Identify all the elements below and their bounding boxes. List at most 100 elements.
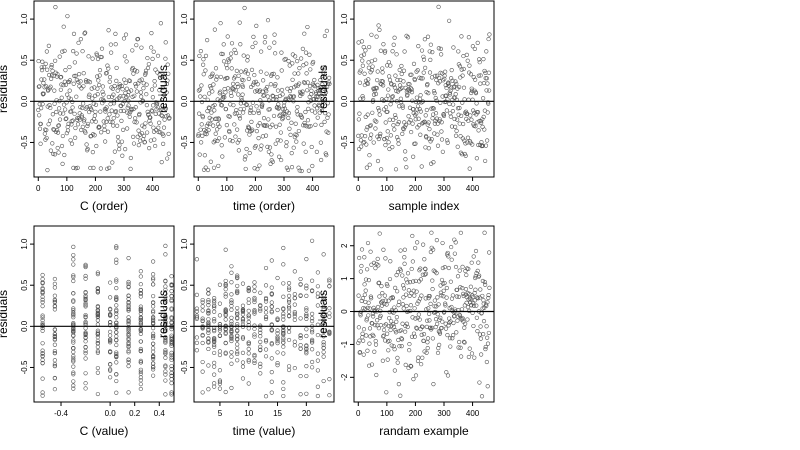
data-point	[360, 94, 365, 99]
data-point	[485, 341, 491, 346]
data-point	[271, 113, 277, 119]
data-point	[289, 120, 294, 125]
data-point	[384, 302, 389, 307]
data-point	[213, 66, 219, 71]
data-point	[206, 320, 211, 326]
data-point	[231, 103, 236, 108]
data-point	[52, 351, 57, 356]
data-point	[95, 330, 100, 335]
data-point	[163, 106, 169, 111]
data-point	[297, 81, 302, 86]
data-point	[482, 230, 487, 235]
data-point	[112, 149, 117, 154]
data-point	[409, 334, 415, 339]
data-point	[480, 278, 485, 284]
data-point	[223, 389, 228, 395]
data-point	[356, 133, 361, 138]
data-point	[290, 52, 295, 57]
data-point	[151, 354, 156, 359]
data-point	[45, 168, 50, 173]
data-point	[362, 139, 367, 145]
data-point	[387, 276, 393, 282]
data-point	[428, 57, 433, 62]
data-point	[70, 118, 75, 123]
data-point	[356, 293, 361, 298]
data-point	[138, 311, 143, 316]
data-point	[138, 375, 143, 380]
data-point	[235, 273, 240, 278]
data-point	[273, 82, 278, 87]
data-point	[321, 345, 326, 351]
data-point	[51, 151, 56, 157]
data-point	[396, 382, 401, 387]
data-point	[400, 273, 405, 278]
data-point	[120, 153, 125, 158]
data-point	[49, 76, 54, 81]
data-point	[169, 364, 174, 369]
data-point	[240, 364, 246, 369]
data-point	[428, 42, 433, 47]
data-point	[114, 309, 119, 314]
data-point	[419, 164, 424, 169]
data-point	[135, 36, 141, 42]
data-point	[138, 382, 143, 387]
data-point	[151, 373, 156, 378]
data-point	[305, 80, 310, 85]
data-point	[391, 82, 397, 88]
data-point	[417, 123, 422, 128]
data-point	[375, 78, 380, 83]
data-point	[446, 81, 451, 86]
data-point	[152, 78, 157, 84]
data-point	[169, 392, 174, 397]
data-point	[114, 65, 119, 71]
data-point	[83, 290, 88, 295]
data-point	[300, 46, 305, 51]
data-point	[275, 363, 280, 368]
data-point	[273, 51, 278, 56]
data-point	[286, 287, 292, 292]
data-point	[246, 351, 251, 356]
data-point	[388, 102, 393, 107]
data-point	[449, 85, 454, 90]
data-point	[412, 293, 417, 298]
x-tick-label: 300	[117, 184, 131, 193]
data-point	[206, 346, 211, 352]
data-point	[138, 339, 143, 344]
data-point	[411, 331, 417, 336]
data-point	[321, 98, 327, 103]
data-point	[292, 365, 297, 371]
data-point	[200, 340, 205, 346]
data-point	[361, 140, 366, 145]
y-tick-label: -0.5	[180, 135, 189, 149]
data-point	[234, 108, 239, 113]
data-point	[108, 375, 113, 380]
data-point	[200, 297, 205, 303]
data-point	[442, 76, 447, 81]
data-point	[416, 44, 421, 49]
data-point	[196, 88, 201, 93]
data-point	[229, 325, 234, 330]
data-point	[462, 97, 467, 102]
data-point	[204, 129, 209, 134]
data-point	[121, 108, 126, 113]
data-point	[315, 351, 320, 356]
data-point	[126, 336, 131, 341]
data-point	[71, 253, 76, 258]
data-point	[71, 330, 76, 335]
data-point	[292, 317, 297, 323]
data-point	[169, 357, 174, 362]
data-point	[385, 129, 390, 134]
x-axis-label: time (value)	[233, 424, 296, 438]
data-point	[231, 87, 236, 92]
data-point	[47, 72, 52, 78]
data-point	[473, 77, 478, 82]
data-point	[75, 122, 81, 127]
data-point	[458, 134, 463, 139]
data-point	[360, 296, 365, 301]
data-point	[143, 71, 148, 76]
data-point	[469, 117, 474, 122]
data-point	[214, 74, 219, 79]
data-point	[304, 286, 309, 291]
data-point	[473, 124, 478, 129]
data-point	[252, 358, 257, 363]
